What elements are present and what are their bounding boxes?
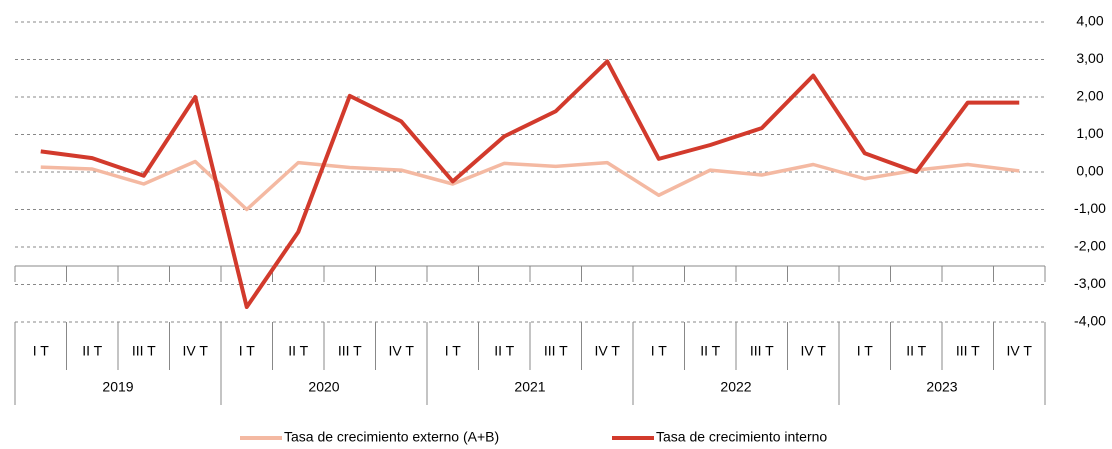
x-tick-label: III T bbox=[956, 343, 980, 359]
y-tick-label: -2,00 bbox=[1074, 238, 1106, 254]
x-tick-label: III T bbox=[132, 343, 156, 359]
x-tick-label: II T bbox=[906, 343, 926, 359]
series-line bbox=[40, 159, 1020, 212]
x-tick-label: II T bbox=[494, 343, 514, 359]
x-tick-label: I T bbox=[445, 343, 462, 359]
year-label: 2019 bbox=[102, 379, 133, 395]
y-tick-label: -4,00 bbox=[1074, 313, 1106, 329]
x-tick-label: III T bbox=[750, 343, 774, 359]
year-label: 2022 bbox=[720, 379, 751, 395]
y-tick-label: 4,00 bbox=[1076, 13, 1103, 29]
y-tick-label: -1,00 bbox=[1074, 200, 1106, 216]
y-tick-label: -3,00 bbox=[1074, 275, 1106, 291]
x-tick-label: II T bbox=[288, 343, 308, 359]
series-line bbox=[40, 59, 1020, 309]
x-tick-label: III T bbox=[338, 343, 362, 359]
year-label: 2021 bbox=[514, 379, 545, 395]
x-tick-label: IV T bbox=[595, 343, 621, 359]
y-tick-label: 2,00 bbox=[1076, 88, 1103, 104]
x-tick-label: IV T bbox=[183, 343, 209, 359]
x-tick-label: I T bbox=[651, 343, 668, 359]
x-tick-label: II T bbox=[700, 343, 720, 359]
x-tick-label: III T bbox=[544, 343, 568, 359]
x-tick-label: IV T bbox=[1007, 343, 1033, 359]
legend-label: Tasa de crecimiento interno bbox=[656, 429, 827, 445]
x-tick-label: IV T bbox=[801, 343, 827, 359]
y-tick-label: 3,00 bbox=[1076, 50, 1103, 66]
y-tick-label: 1,00 bbox=[1076, 125, 1103, 141]
x-tick-label: II T bbox=[82, 343, 102, 359]
year-label: 2023 bbox=[926, 379, 957, 395]
x-tick-label: I T bbox=[33, 343, 50, 359]
x-tick-label: I T bbox=[239, 343, 256, 359]
x-tick-label: I T bbox=[857, 343, 874, 359]
year-label: 2020 bbox=[308, 379, 339, 395]
x-tick-label: IV T bbox=[389, 343, 415, 359]
legend-label: Tasa de crecimiento externo (A+B) bbox=[284, 429, 499, 445]
y-tick-label: 0,00 bbox=[1076, 163, 1103, 179]
